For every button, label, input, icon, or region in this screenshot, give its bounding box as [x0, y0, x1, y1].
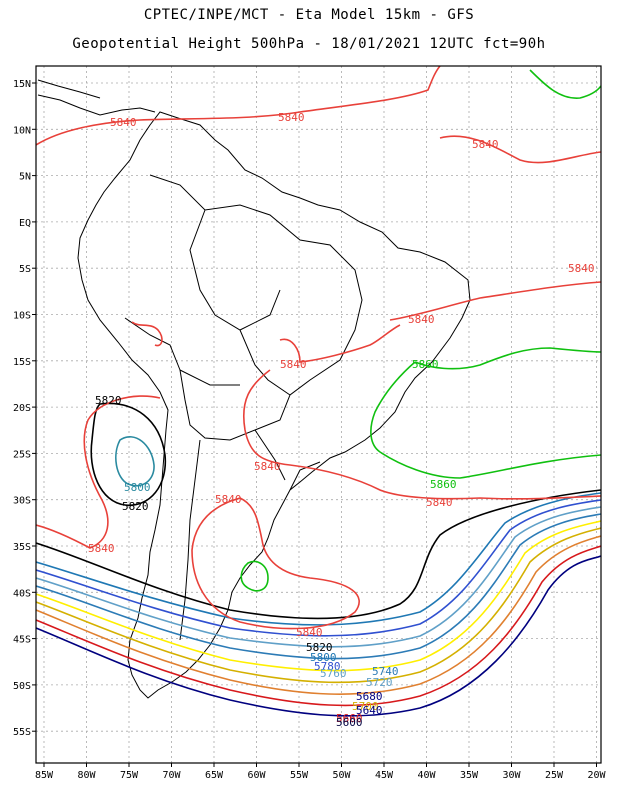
lon-tick-label: 30W	[502, 770, 521, 781]
central-america-coast	[37, 79, 156, 116]
label-5800-a: 5800	[124, 481, 151, 494]
label-5840-i: 5840	[426, 496, 453, 509]
lat-tick-label: 25S	[13, 449, 31, 460]
latitude-ticks: 15N 10N 5N EQ 5S 10S 15S 20S 25S 30S 35S 40S 45S 50S 5…	[13, 79, 36, 738]
lat-tick-label: 10S	[13, 311, 31, 322]
lon-tick-label: 25W	[545, 770, 564, 781]
label-5840-a: 5840	[110, 116, 137, 129]
lat-tick-label: 15S	[13, 357, 31, 368]
lon-tick-label: 85W	[35, 770, 54, 781]
lat-tick-label: 5N	[19, 172, 31, 183]
lat-tick-label: 35S	[13, 542, 31, 553]
contour-5660	[36, 545, 601, 707]
lat-tick-label: 30S	[13, 496, 31, 507]
label-5720: 5720	[366, 676, 393, 689]
contour-5720	[36, 520, 601, 672]
lon-tick-label: 40W	[417, 770, 436, 781]
lon-tick-label: 75W	[120, 770, 139, 781]
label-5760: 5760	[320, 667, 347, 680]
label-5700: 5700	[352, 700, 379, 713]
map-frame	[35, 65, 602, 764]
lat-tick-label: 55S	[13, 727, 31, 738]
label-5640: 5640	[356, 704, 383, 717]
contour-5640	[36, 555, 601, 717]
label-5820-b: 5820	[122, 500, 149, 513]
lat-tick-label: 40S	[13, 588, 31, 599]
lat-tick-label: 45S	[13, 635, 31, 646]
contour-5800-closed	[115, 436, 155, 487]
contour-5680	[36, 535, 601, 695]
title-line-2: Geopotential Height 500hPa - 18/01/2021 …	[72, 36, 546, 52]
lon-tick-label: 55W	[290, 770, 309, 781]
label-5840-d: 5840	[568, 262, 595, 275]
label-5840-b: 5840	[278, 111, 305, 124]
contour-5700	[36, 527, 601, 684]
label-5840-h: 5840	[215, 493, 242, 506]
contour-labels: 5840 5840 5840 5840 5840 5840 5840 5840 …	[88, 111, 595, 729]
label-5860-a: 5860	[412, 358, 439, 371]
label-5840-f: 5840	[280, 358, 307, 371]
lat-tick-label: EQ	[19, 218, 31, 229]
contour-5840-central	[243, 324, 601, 500]
lon-tick-label: 50W	[332, 770, 351, 781]
contour-5840-mid	[389, 281, 601, 321]
contour-5820-main	[36, 489, 601, 620]
lon-tick-label: 70W	[162, 770, 181, 781]
lon-tick-label: 80W	[77, 770, 96, 781]
lon-tick-label: 45W	[375, 770, 394, 781]
contours	[36, 66, 601, 717]
label-5840-j: 5840	[88, 542, 115, 555]
label-5660: 5660	[336, 712, 363, 725]
country-borders	[124, 174, 363, 641]
label-5680: 5680	[356, 690, 383, 703]
lon-tick-label: 35W	[460, 770, 479, 781]
label-5840-g: 5840	[254, 460, 281, 473]
contour-5860-north	[529, 69, 601, 99]
label-5820-c: 5820	[306, 641, 333, 654]
label-5780: 5780	[314, 660, 341, 673]
contour-5760	[36, 506, 601, 648]
lat-tick-label: 15N	[13, 79, 31, 90]
contour-5840-ne	[439, 135, 601, 164]
contour-5860-east	[370, 347, 601, 479]
contour-5800-main	[36, 492, 601, 626]
contour-5740	[36, 513, 601, 660]
label-5860-b: 5860	[430, 478, 457, 491]
label-5840-k: 5840	[296, 626, 323, 639]
contour-5860-south	[240, 560, 269, 592]
contour-5820-closed	[90, 402, 167, 506]
label-5740: 5740	[372, 665, 399, 678]
coastline	[37, 79, 471, 699]
label-5800-b: 5800	[310, 651, 337, 664]
contour-5780	[36, 499, 601, 637]
contour-5840-north	[36, 66, 441, 146]
label-5840-e: 5840	[408, 313, 435, 326]
lat-tick-label: 10N	[13, 125, 31, 136]
lon-tick-label: 20W	[587, 770, 606, 781]
label-5600: 5600	[336, 716, 363, 729]
contour-5840-andes	[131, 321, 163, 347]
label-5820-a: 5820	[95, 394, 122, 407]
lat-tick-label: 20S	[13, 403, 31, 414]
lat-tick-label: 5S	[19, 264, 31, 275]
south-america-coast	[77, 111, 471, 699]
longitude-ticks: 85W 80W 75W 70W 65W 60W 55W 50W 45W 40W 35W 30W 25W 2…	[35, 763, 607, 781]
title-line-1: CPTEC/INPE/MCT - Eta Model 15km - GFS	[143, 7, 475, 23]
lat-tick-label: 50S	[13, 681, 31, 692]
label-5840-c: 5840	[472, 138, 499, 151]
lon-tick-label: 60W	[247, 770, 266, 781]
contour-5840-west	[36, 395, 161, 549]
lon-tick-label: 65W	[205, 770, 224, 781]
contour-5840-south-loop	[191, 497, 360, 630]
